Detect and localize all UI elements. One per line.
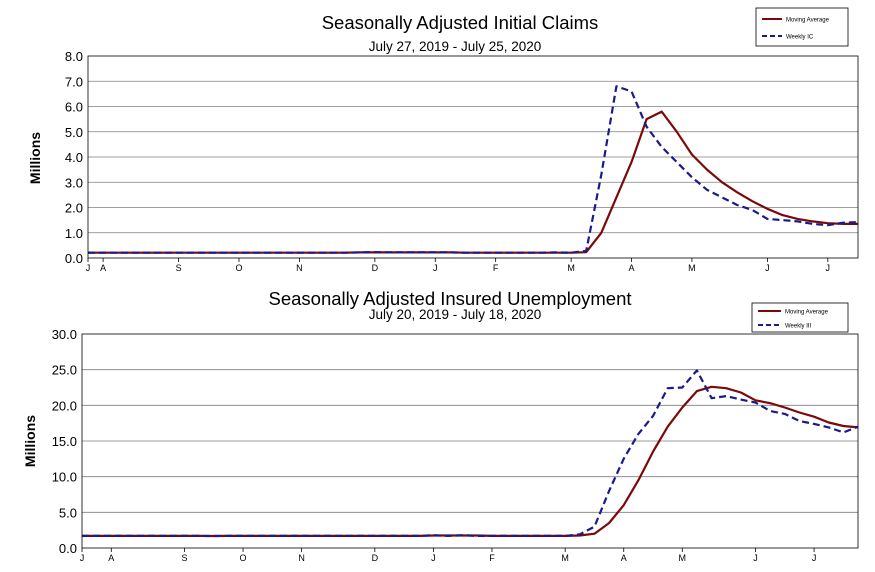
chart-subtitle: July 27, 2019 - July 25, 2020 xyxy=(369,39,542,54)
initial-claims-chart: Seasonally Adjusted Initial Claims July … xyxy=(27,7,859,273)
y-tick-label: 0.0 xyxy=(59,541,77,556)
x-tick-label: J xyxy=(753,553,758,563)
y-tick-label: 25.0 xyxy=(52,363,77,378)
x-tick-label: S xyxy=(181,553,187,563)
chart-subtitle: July 20, 2019 - July 18, 2020 xyxy=(369,307,542,322)
legend-box xyxy=(751,302,849,333)
x-tick-label: J xyxy=(812,553,817,563)
y-tick-label: 4.0 xyxy=(65,150,83,165)
x-tick-label: N xyxy=(296,263,303,273)
x-tick-label: M xyxy=(567,263,575,273)
x-tick-label: M xyxy=(561,553,569,563)
legend-label-moving-average: Moving Average xyxy=(785,310,829,316)
x-tick-label: J xyxy=(765,263,770,273)
x-tick-label: A xyxy=(629,263,635,273)
x-tick-label: F xyxy=(493,263,499,273)
series-line-1 xyxy=(82,369,859,538)
x-tick-label: O xyxy=(235,263,242,273)
y-tick-label: 6.0 xyxy=(65,100,83,115)
x-tick-label: M xyxy=(688,263,696,273)
x-tick-label: D xyxy=(372,553,379,563)
y-tick-label: 10.0 xyxy=(52,470,77,485)
x-tick-label: D xyxy=(372,263,379,273)
y-tick-label: 8.0 xyxy=(65,49,83,64)
x-tick-label: N xyxy=(298,553,305,563)
legend-label-moving-average: Moving Average xyxy=(786,18,830,24)
x-tick-label: O xyxy=(240,553,247,563)
legend-label-weekly-iii: Weekly III xyxy=(785,324,812,330)
x-tick-label: A xyxy=(108,553,114,563)
series-line-0 xyxy=(82,385,859,538)
x-tick-label: F xyxy=(489,553,495,563)
plot-area-border xyxy=(87,55,859,259)
y-tick-label: 3.0 xyxy=(65,175,83,190)
plot-area-border xyxy=(81,333,859,549)
y-tick-label: 0.0 xyxy=(65,251,83,266)
y-tick-label: 20.0 xyxy=(52,398,77,413)
legend-box xyxy=(755,7,849,47)
legend: Moving Average Weekly III xyxy=(751,302,849,333)
x-tick-label: A xyxy=(621,553,627,563)
y-axis-label: Millions xyxy=(22,415,38,467)
x-tick-label: J xyxy=(80,553,85,563)
y-tick-label: 2.0 xyxy=(65,201,83,216)
legend-label-weekly-ic: Weekly IC xyxy=(786,35,814,41)
chart-title: Seasonally Adjusted Insured Unemployment xyxy=(268,288,631,309)
x-tick-label: A xyxy=(100,263,106,273)
y-tick-label: 30.0 xyxy=(52,327,77,342)
x-tick-label: J xyxy=(433,263,438,273)
y-axis-label: Millions xyxy=(27,132,43,184)
y-tick-label: 15.0 xyxy=(52,434,77,449)
x-tick-label: J xyxy=(431,553,436,563)
x-tick-label: M xyxy=(679,553,687,563)
x-tick-label: J xyxy=(826,263,831,273)
y-tick-label: 7.0 xyxy=(65,74,83,89)
chart-title: Seasonally Adjusted Initial Claims xyxy=(322,12,599,33)
x-tick-label: S xyxy=(176,263,182,273)
insured-unemployment-chart: Seasonally Adjusted Insured Unemployment… xyxy=(22,288,859,563)
y-tick-label: 5.0 xyxy=(65,125,83,140)
x-tick-label: J xyxy=(86,263,91,273)
y-tick-label: 5.0 xyxy=(59,505,77,520)
legend: Moving Average Weekly IC xyxy=(755,7,849,47)
series-line-1 xyxy=(88,85,859,254)
y-tick-label: 1.0 xyxy=(65,226,83,241)
